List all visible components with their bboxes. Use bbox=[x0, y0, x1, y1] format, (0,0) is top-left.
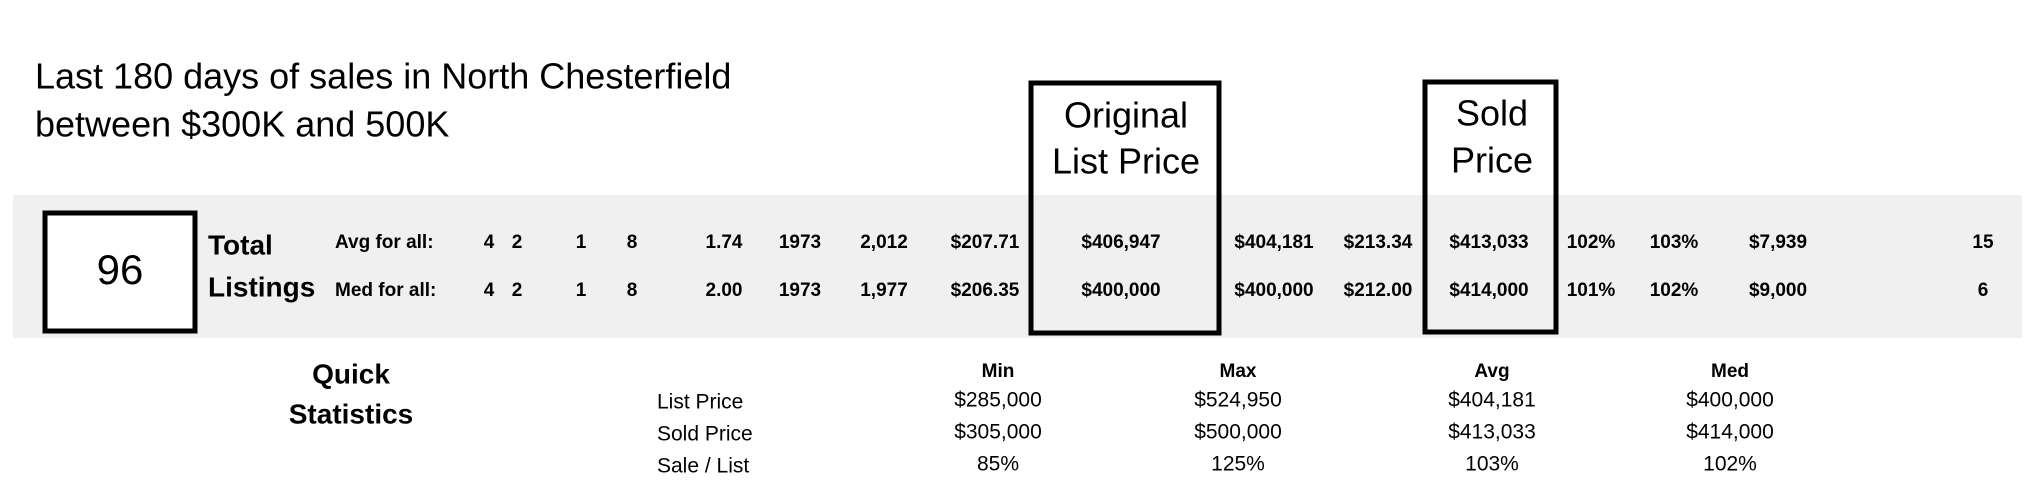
stats-value: $414,000 bbox=[1686, 421, 1774, 444]
count-label: Listings bbox=[208, 271, 315, 302]
row-value: 2,012 bbox=[860, 232, 908, 253]
stats-title: Statistics bbox=[289, 398, 414, 429]
row-value: 2 bbox=[512, 232, 523, 253]
highlight-box bbox=[1422, 79, 1559, 335]
highlight-box bbox=[1028, 80, 1222, 336]
stats-value: 103% bbox=[1465, 453, 1519, 476]
row-value: $9,000 bbox=[1749, 280, 1807, 301]
row-value: $400,000 bbox=[1234, 280, 1313, 301]
row-value: 2 bbox=[512, 280, 523, 301]
row-value: 2.00 bbox=[706, 280, 743, 301]
stats-header: Avg bbox=[1474, 361, 1509, 382]
row-value: $213.34 bbox=[1344, 232, 1413, 253]
row-value: $413,033 bbox=[1449, 232, 1528, 253]
row-value: $414,000 bbox=[1449, 280, 1528, 301]
stats-header: Med bbox=[1711, 361, 1749, 382]
highlight-label: Price bbox=[1451, 140, 1533, 181]
row-value: $212.00 bbox=[1344, 280, 1413, 301]
row-value: 102% bbox=[1650, 280, 1699, 301]
row-label: Avg for all: bbox=[335, 232, 434, 253]
count-box bbox=[42, 210, 198, 334]
stats-value: $285,000 bbox=[954, 389, 1042, 412]
row-value: 6 bbox=[1978, 280, 1989, 301]
row-value: 4 bbox=[484, 280, 495, 301]
stats-value: 125% bbox=[1211, 453, 1265, 476]
row-value: 4 bbox=[484, 232, 495, 253]
row-value: 103% bbox=[1650, 232, 1699, 253]
row-value: 1,977 bbox=[860, 280, 908, 301]
count-label: Total bbox=[208, 229, 273, 260]
row-value: 1973 bbox=[779, 280, 821, 301]
stats-value: $400,000 bbox=[1686, 389, 1774, 412]
stats-value: $524,950 bbox=[1194, 389, 1282, 412]
stats-value: $404,181 bbox=[1448, 389, 1536, 412]
row-value: $207.71 bbox=[951, 232, 1020, 253]
row-value: $406,947 bbox=[1081, 232, 1160, 253]
row-value: 1973 bbox=[779, 232, 821, 253]
row-value: 101% bbox=[1567, 280, 1616, 301]
summary-band bbox=[13, 195, 2022, 338]
row-value: 1.74 bbox=[706, 232, 743, 253]
row-value: 1 bbox=[576, 280, 587, 301]
stats-value: $413,033 bbox=[1448, 421, 1536, 444]
listing-count: 96 bbox=[97, 246, 144, 293]
row-value: $7,939 bbox=[1749, 232, 1807, 253]
row-value: 15 bbox=[1972, 232, 1994, 253]
title-line: between $300K and 500K bbox=[35, 104, 449, 145]
row-value: 8 bbox=[627, 232, 638, 253]
stats-title: Quick bbox=[312, 358, 390, 389]
stats-label: Sold Price bbox=[657, 423, 753, 446]
row-label: Med for all: bbox=[335, 280, 436, 301]
stats-label: Sale / List bbox=[657, 455, 749, 478]
highlight-label: List Price bbox=[1052, 141, 1200, 182]
stats-value: $305,000 bbox=[954, 421, 1042, 444]
stats-header: Min bbox=[982, 361, 1015, 382]
row-value: $404,181 bbox=[1234, 232, 1314, 253]
title-line: Last 180 days of sales in North Chesterf… bbox=[35, 56, 731, 97]
row-value: $206.35 bbox=[951, 280, 1020, 301]
row-value: 1 bbox=[576, 232, 587, 253]
stats-header: Max bbox=[1220, 361, 1257, 382]
row-value: 8 bbox=[627, 280, 638, 301]
highlight-label: Sold bbox=[1456, 93, 1528, 134]
stats-value: $500,000 bbox=[1194, 421, 1282, 444]
row-value: 102% bbox=[1567, 232, 1616, 253]
row-value: $400,000 bbox=[1081, 280, 1160, 301]
stats-value: 85% bbox=[977, 453, 1019, 476]
stats-label: List Price bbox=[657, 391, 743, 414]
stats-value: 102% bbox=[1703, 453, 1757, 476]
highlight-label: Original bbox=[1064, 95, 1188, 136]
